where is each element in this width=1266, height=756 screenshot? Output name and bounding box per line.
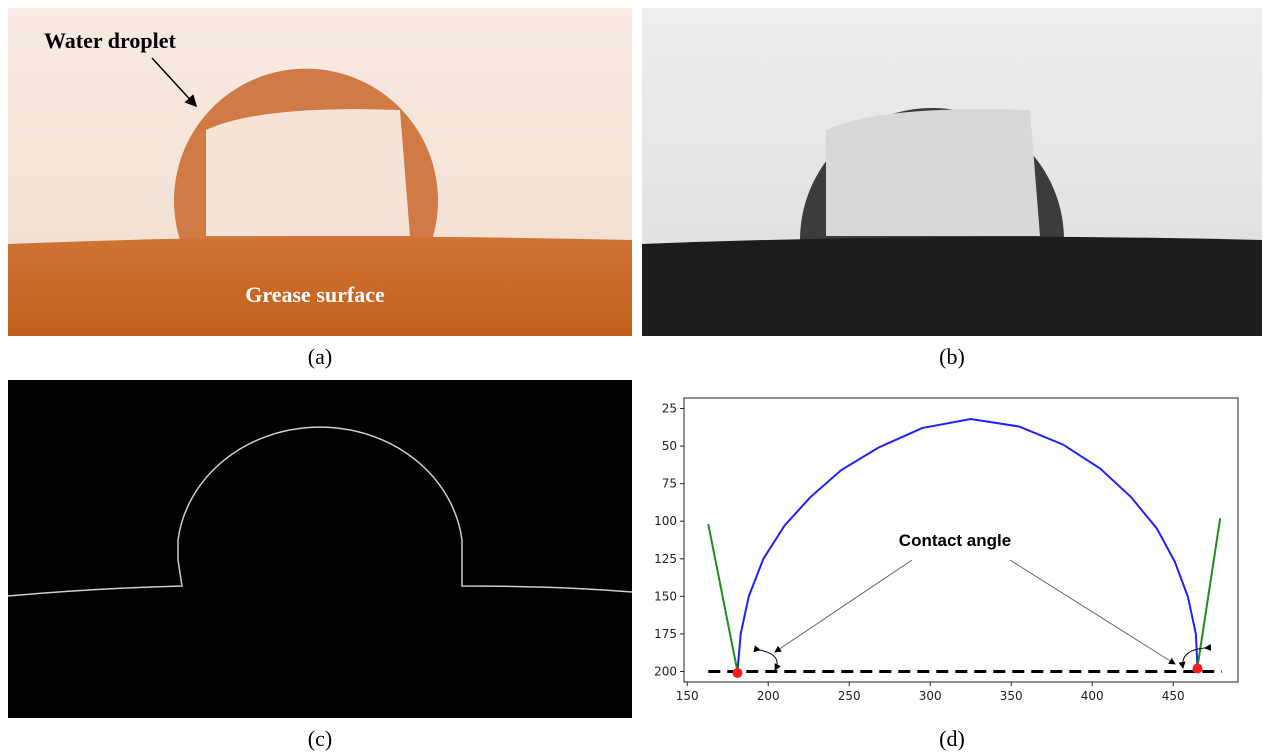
- panel-label: (c): [308, 726, 332, 751]
- surface: [642, 237, 1262, 336]
- droplet-label: Water droplet: [44, 28, 176, 53]
- panel-label: (d): [939, 726, 965, 751]
- panel-b: [642, 8, 1262, 336]
- panel-c: [8, 380, 632, 718]
- panel-a: Water droplet Grease surface: [8, 8, 632, 336]
- contact-point: [1193, 663, 1203, 673]
- y-tick-label: 100: [654, 514, 677, 528]
- x-tick-label: 200: [757, 689, 780, 703]
- droplet-core: [206, 109, 410, 236]
- x-tick-label: 250: [838, 689, 861, 703]
- y-tick-label: 25: [662, 402, 677, 416]
- panel-label: (b): [939, 344, 965, 369]
- panel-d: 150 200 250 300 350 400 450 25 50 75 100 125 150 175 2…: [654, 398, 1238, 703]
- x-tick-label: 350: [1000, 689, 1023, 703]
- x-tick-label: 150: [676, 689, 699, 703]
- y-tick-label: 150: [654, 589, 677, 603]
- y-tick-label: 50: [662, 439, 677, 453]
- image-bg: [8, 380, 632, 718]
- x-tick-label: 450: [1162, 689, 1185, 703]
- contact-point: [732, 668, 742, 678]
- panel-label: (a): [308, 344, 332, 369]
- x-tick-label: 400: [1081, 689, 1104, 703]
- x-tick-label: 300: [919, 689, 942, 703]
- surface-label: Grease surface: [245, 282, 385, 307]
- y-tick-label: 125: [654, 552, 677, 566]
- y-tick-label: 200: [654, 664, 677, 678]
- figure: Water droplet Grease surface (a) (b) 150…: [0, 0, 1266, 756]
- droplet-core: [826, 109, 1040, 236]
- y-tick-label: 75: [662, 477, 677, 491]
- annotation: Contact angle: [899, 531, 1011, 550]
- y-tick-label: 175: [654, 627, 677, 641]
